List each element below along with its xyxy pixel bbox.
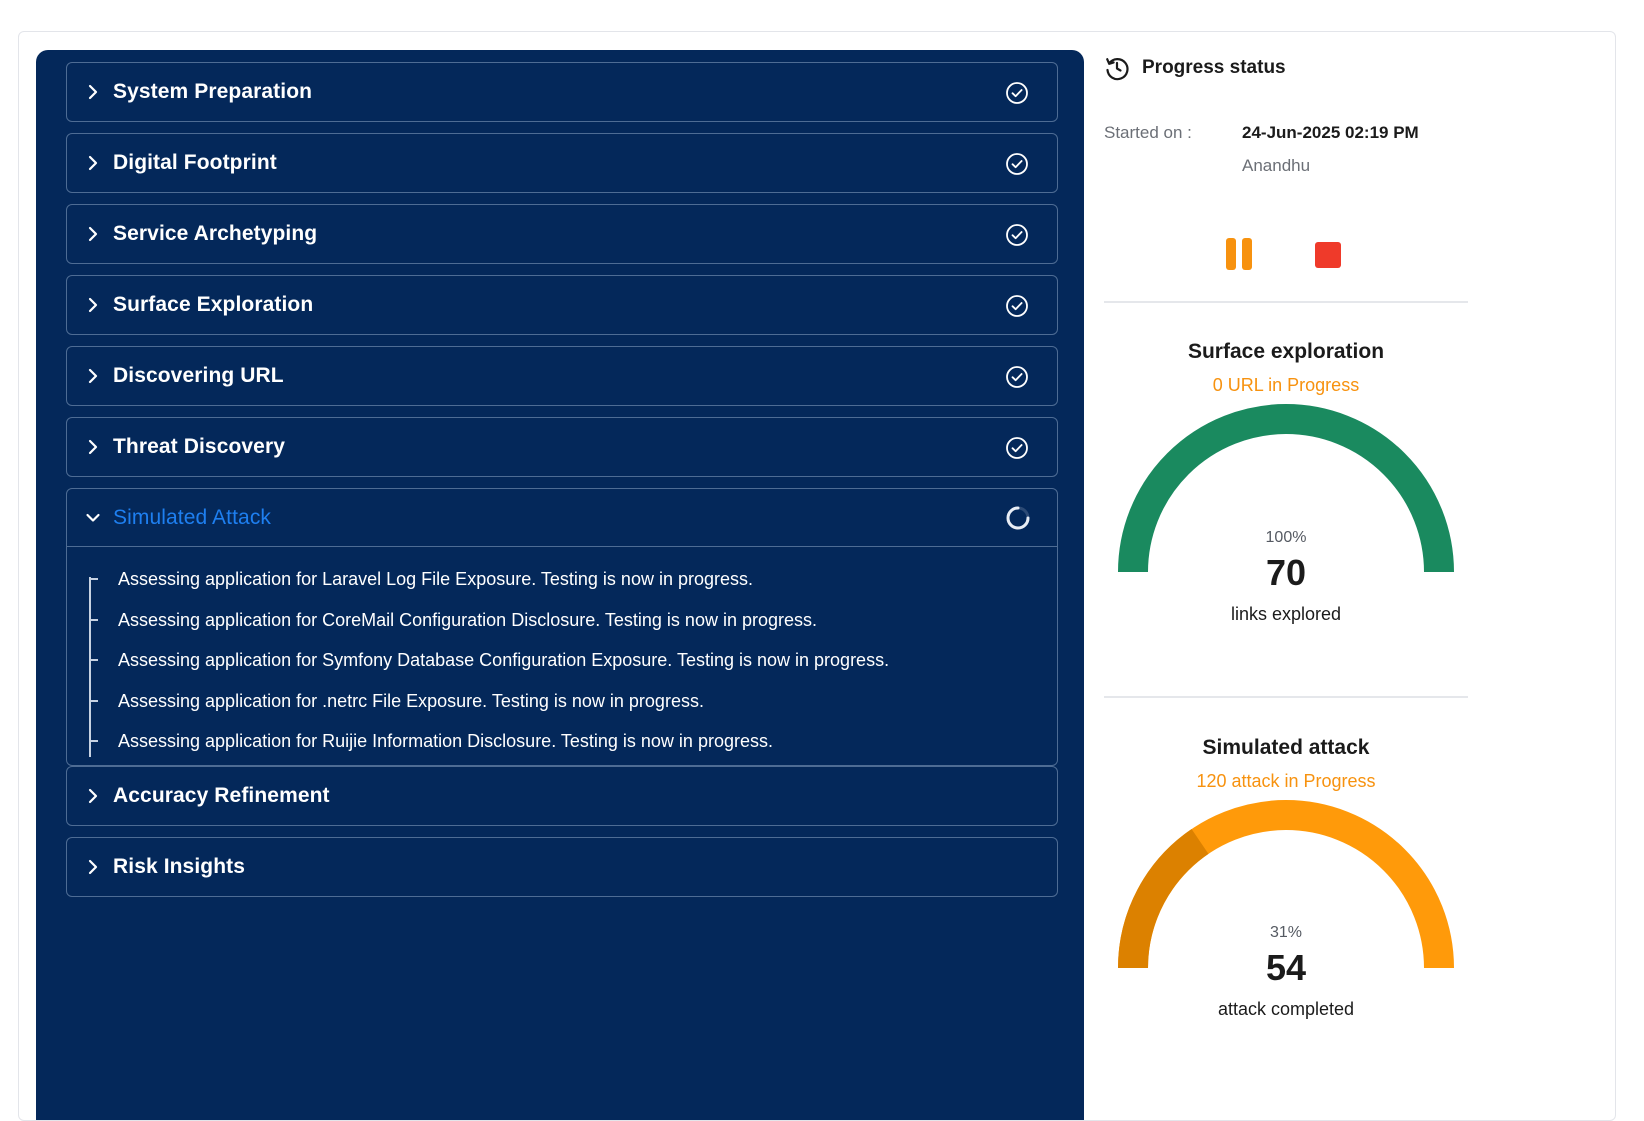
stage-accuracy-refinement[interactable]: Accuracy Refinement <box>66 766 1058 826</box>
task-text: Assessing application for .netrc File Ex… <box>118 690 704 711</box>
gauge-subtitle: 120 attack in Progress <box>1196 771 1376 791</box>
gauge-caption: links explored <box>1230 604 1342 624</box>
task-item: Assessing application for Ruijie Informa… <box>67 731 1057 772</box>
started-datetime: 24-Jun-2025 02:19 PM <box>1242 123 1419 142</box>
chevron-right-icon <box>88 84 98 100</box>
tree-tick <box>89 659 98 661</box>
started-label: Started on : <box>1104 123 1192 142</box>
stage-discovering-url[interactable]: Discovering URL <box>66 346 1058 406</box>
stages-panel: System Preparation Digital Footprint Ser… <box>36 50 1084 1120</box>
tree-line <box>89 577 91 757</box>
stage-label: Discovering URL <box>113 364 284 387</box>
chevron-right-icon <box>88 788 98 804</box>
stage-label: Service Archetyping <box>113 222 318 245</box>
stage-header[interactable]: Service Archetyping <box>67 205 1057 263</box>
task-item: Assessing application for Symfony Databa… <box>67 650 1057 691</box>
stage-threat-discovery[interactable]: Threat Discovery <box>66 417 1058 477</box>
check-circle-icon <box>1006 82 1028 104</box>
chevron-right-icon <box>88 155 98 171</box>
stage-label: System Preparation <box>113 80 313 103</box>
chevron-down-icon <box>86 513 100 522</box>
task-log: Assessing application for Laravel Log Fi… <box>67 547 1057 765</box>
tree-tick <box>89 578 98 580</box>
check-circle-icon <box>1006 153 1028 175</box>
pause-bar <box>1242 238 1252 270</box>
chevron-right-icon <box>88 226 98 242</box>
gauge-value: 70 <box>1265 552 1307 593</box>
check-circle-icon <box>1006 224 1028 246</box>
divider <box>1104 696 1468 698</box>
stage-header[interactable]: System Preparation <box>67 63 1057 121</box>
task-text: Assessing application for CoreMail Confi… <box>118 609 817 630</box>
stage-header[interactable]: Discovering URL <box>67 347 1057 405</box>
check-circle-icon <box>1006 437 1028 459</box>
stage-surface-exploration[interactable]: Surface Exploration <box>66 275 1058 335</box>
task-item: Assessing application for CoreMail Confi… <box>67 610 1057 651</box>
stop-button[interactable] <box>1315 242 1341 268</box>
chevron-right-icon <box>88 439 98 455</box>
gauge-percent: 31% <box>1269 924 1303 941</box>
task-text: Assessing application for Ruijie Informa… <box>118 731 773 751</box>
stage-label: Surface Exploration <box>113 293 314 316</box>
check-circle-icon <box>1006 295 1028 317</box>
stage-label: Digital Footprint <box>113 151 277 174</box>
progress-header: Progress status <box>1104 53 1404 83</box>
stage-system-preparation[interactable]: System Preparation <box>66 62 1058 122</box>
divider <box>1104 301 1468 303</box>
chevron-right-icon <box>88 859 98 875</box>
pause-button[interactable] <box>1226 238 1254 270</box>
stage-header[interactable]: Simulated Attack <box>67 489 1057 547</box>
chevron-right-icon <box>88 297 98 313</box>
stage-risk-insights[interactable]: Risk Insights <box>66 837 1058 897</box>
stage-digital-footprint[interactable]: Digital Footprint <box>66 133 1058 193</box>
stage-header[interactable]: Threat Discovery <box>67 418 1057 476</box>
gauge-percent: 100% <box>1265 529 1307 546</box>
stage-header[interactable]: Risk Insights <box>67 838 1057 896</box>
stage-header[interactable]: Surface Exploration <box>67 276 1057 334</box>
chevron-right-icon <box>88 368 98 384</box>
stage-header[interactable]: Accuracy Refinement <box>67 767 1057 825</box>
task-item: Assessing application for .netrc File Ex… <box>67 691 1057 732</box>
task-item: Assessing application for Laravel Log Fi… <box>67 569 1057 610</box>
stage-service-archetyping[interactable]: Service Archetyping <box>66 204 1058 264</box>
attack-gauge-arc <box>1118 800 1454 969</box>
check-circle-icon <box>1006 366 1028 388</box>
stage-label: Threat Discovery <box>113 435 286 458</box>
surface-gauge-arc <box>1118 404 1454 573</box>
pause-bar <box>1226 238 1236 270</box>
progress-title: Progress status <box>1142 57 1286 78</box>
stage-label: Simulated Attack <box>113 505 272 529</box>
started-by-user: Anandhu <box>1242 156 1311 175</box>
stage-label: Accuracy Refinement <box>113 784 330 807</box>
tree-tick <box>89 699 98 702</box>
history-icon <box>1106 58 1129 81</box>
task-text: Assessing application for Symfony Databa… <box>118 650 890 670</box>
stage-header[interactable]: Digital Footprint <box>67 134 1057 192</box>
gauge-title: Surface exploration <box>1187 340 1385 363</box>
gauge-title: Simulated attack <box>1202 736 1370 759</box>
tree-tick <box>89 740 98 742</box>
gauge-value: 54 <box>1265 947 1307 988</box>
gauge-subtitle: 0 URL in Progress <box>1212 375 1360 395</box>
stage-label: Risk Insights <box>113 855 245 878</box>
gauge-caption: attack completed <box>1217 999 1355 1019</box>
task-text: Assessing application for Laravel Log Fi… <box>118 569 754 589</box>
tree-tick <box>89 618 98 621</box>
loading-spinner-icon <box>1006 506 1030 530</box>
stage-simulated-attack[interactable]: Simulated Attack Assessing application f… <box>66 488 1058 766</box>
